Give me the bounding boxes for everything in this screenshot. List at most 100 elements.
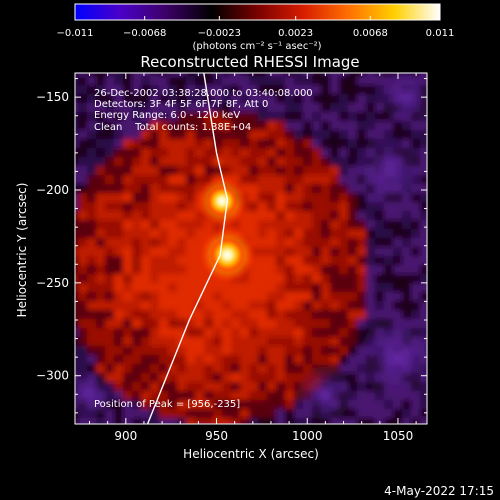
heatmap-cell — [339, 112, 349, 122]
heatmap-cell — [231, 346, 241, 356]
heatmap-cell — [285, 202, 295, 212]
heatmap-cell — [267, 418, 277, 424]
heatmap-cell — [240, 148, 250, 158]
heatmap-cell — [420, 121, 427, 131]
heatmap-cell — [195, 355, 205, 365]
heatmap-cell — [384, 400, 394, 410]
heatmap-cell — [132, 364, 142, 374]
heatmap-cell — [303, 175, 313, 185]
heatmap-cell — [96, 220, 106, 230]
heatmap-cell — [321, 166, 331, 176]
heatmap-cell — [240, 103, 250, 113]
heatmap-cell — [411, 256, 421, 266]
heatmap-cell — [195, 283, 205, 293]
heatmap-cell — [213, 121, 223, 131]
heatmap-cell — [348, 283, 358, 293]
heatmap-cell — [123, 238, 133, 248]
heatmap-cell — [177, 427, 187, 437]
heatmap-cell — [96, 418, 106, 424]
heatmap-cell — [168, 310, 178, 320]
heatmap-cell — [357, 310, 367, 320]
heatmap-cell — [429, 247, 439, 257]
heatmap-cell — [240, 175, 250, 185]
heatmap-cell — [132, 103, 142, 113]
heatmap-cell — [258, 364, 268, 374]
heatmap-cell — [78, 157, 88, 167]
heatmap-cell — [240, 319, 250, 329]
heatmap-cell — [357, 238, 367, 248]
heatmap-cell — [186, 256, 196, 266]
heatmap-cell — [150, 85, 160, 95]
heatmap-cell — [411, 220, 421, 230]
heatmap-cell — [141, 76, 151, 86]
heatmap-cell — [177, 229, 187, 239]
heatmap-cell — [402, 274, 412, 284]
heatmap-cell — [276, 283, 286, 293]
heatmap-cell — [195, 229, 205, 239]
heatmap-cell — [240, 184, 250, 194]
heatmap-cell — [357, 211, 367, 221]
heatmap-cell — [276, 73, 286, 77]
heatmap-cell — [393, 229, 403, 239]
heatmap-cell — [258, 355, 268, 365]
heatmap-cell — [276, 166, 286, 176]
heatmap-cell — [276, 382, 286, 392]
heatmap-cell — [150, 409, 160, 419]
heatmap-cell — [312, 292, 322, 302]
heatmap-cell — [402, 238, 412, 248]
heatmap-cell — [321, 220, 331, 230]
heatmap-cell — [75, 157, 79, 167]
heatmap-cell — [267, 238, 277, 248]
heatmap-cell — [141, 211, 151, 221]
heatmap-cell — [303, 247, 313, 257]
heatmap-cell — [204, 355, 214, 365]
heatmap-cell — [429, 193, 439, 203]
heatmap-cell — [420, 409, 427, 419]
heatmap-cell — [222, 346, 232, 356]
heatmap-cell — [420, 238, 427, 248]
heatmap-cell — [105, 112, 115, 122]
heatmap-cell — [267, 166, 277, 176]
heatmap-cell — [285, 247, 295, 257]
heatmap-cell — [132, 139, 142, 149]
heatmap-cell — [87, 247, 97, 257]
heatmap-cell — [150, 328, 160, 338]
heatmap-cell — [186, 292, 196, 302]
heatmap-cell — [213, 400, 223, 410]
heatmap-cell — [366, 76, 376, 86]
heatmap-cell — [375, 409, 385, 419]
heatmap-cell — [348, 373, 358, 383]
heatmap-cell — [87, 73, 97, 77]
heatmap-cell — [177, 328, 187, 338]
heatmap-cell — [294, 85, 304, 95]
heatmap-cell — [231, 283, 241, 293]
heatmap-cell — [429, 400, 439, 410]
heatmap-cell — [132, 157, 142, 167]
heatmap-cell — [186, 346, 196, 356]
heatmap-cell — [114, 247, 124, 257]
heatmap-cell — [339, 121, 349, 131]
heatmap-cell — [366, 130, 376, 140]
heatmap-cell — [132, 292, 142, 302]
heatmap-cell — [96, 175, 106, 185]
heatmap-cell — [141, 238, 151, 248]
heatmap-cell — [303, 73, 313, 77]
heatmap-cell — [141, 94, 151, 104]
heatmap-cell — [78, 202, 88, 212]
heatmap-cell — [141, 112, 151, 122]
heatmap-cell — [357, 130, 367, 140]
heatmap-cell — [357, 103, 367, 113]
footer-timestamp: 4-May-2022 17:15 — [384, 484, 494, 498]
heatmap-cell — [384, 247, 394, 257]
peak-position-label: Position of Peak = [956,-235] — [94, 399, 240, 410]
heatmap-cell — [357, 229, 367, 239]
heatmap-cell — [222, 400, 232, 410]
heatmap-cell — [312, 355, 322, 365]
heatmap-cell — [285, 157, 295, 167]
heatmap-cell — [294, 76, 304, 86]
heatmap-cell — [321, 301, 331, 311]
heatmap-cell — [132, 166, 142, 176]
heatmap-cell — [357, 427, 367, 437]
heatmap-cell — [276, 247, 286, 257]
